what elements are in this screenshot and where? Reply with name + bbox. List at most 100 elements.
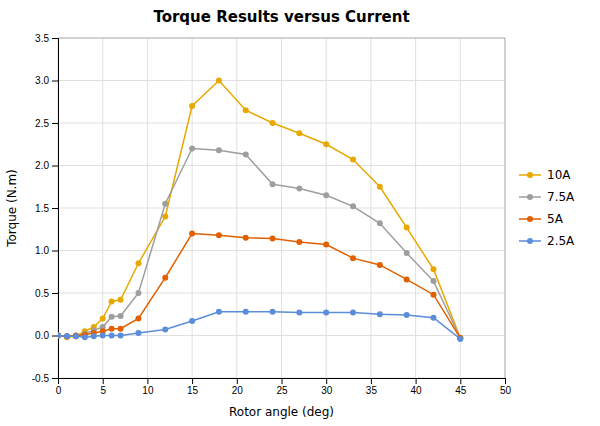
x-axis-title: Rotor angle (deg) (229, 405, 334, 419)
point (404, 250, 410, 256)
tick-mark (52, 293, 58, 294)
point (189, 318, 195, 324)
point (189, 231, 195, 237)
tick: 3.0 (35, 75, 58, 86)
point (350, 157, 356, 163)
grid-line (58, 80, 505, 81)
point (296, 239, 302, 245)
tick-mark (52, 251, 58, 252)
point (118, 333, 124, 339)
tick: 15 (187, 378, 199, 396)
point (58, 333, 61, 339)
legend-marker (527, 172, 533, 178)
point (323, 141, 329, 147)
point (270, 120, 276, 126)
tick: 10 (142, 378, 154, 396)
point (323, 310, 329, 316)
point (377, 220, 383, 226)
grid-line (58, 38, 505, 39)
point (243, 107, 249, 113)
point (135, 330, 141, 336)
tick: 2.0 (35, 160, 58, 171)
line (58, 234, 460, 339)
tick-label: 10 (142, 385, 154, 396)
point (457, 335, 463, 341)
point (109, 333, 115, 339)
point (404, 225, 410, 231)
series (58, 309, 463, 342)
point (109, 299, 115, 305)
tick-label: 0 (56, 385, 62, 396)
point (109, 314, 115, 320)
point (323, 242, 329, 248)
tick-mark (192, 378, 193, 384)
title: Torque Results versus Current (153, 8, 409, 26)
legend: 10A7.5A5A2.5A (519, 168, 575, 248)
point (64, 333, 70, 339)
point (73, 333, 79, 339)
point (296, 130, 302, 136)
tick: 0.0 (35, 330, 58, 341)
point (73, 333, 79, 339)
point (73, 333, 79, 339)
tick-label: 0.5 (35, 288, 49, 299)
point (377, 311, 383, 317)
point (135, 260, 141, 266)
tick: 0.5 (35, 288, 58, 299)
tick: 40 (411, 378, 423, 396)
tick-label: 0.0 (35, 330, 49, 341)
tick-label: 1.5 (35, 203, 49, 214)
grid-line (58, 293, 505, 294)
point (243, 235, 249, 241)
point (404, 276, 410, 282)
point (323, 192, 329, 198)
legend-label: 2.5A (547, 234, 575, 248)
tick-mark (52, 166, 58, 167)
point (457, 335, 463, 341)
point (270, 309, 276, 315)
tick-mark (237, 378, 238, 384)
grid (58, 38, 505, 378)
point (216, 78, 222, 84)
point (189, 146, 195, 152)
tick: 3.5 (35, 33, 58, 44)
point (430, 315, 436, 321)
point (189, 103, 195, 109)
point (216, 147, 222, 153)
point (430, 278, 436, 284)
plot-frame (58, 38, 505, 39)
tick-label: 25 (276, 385, 288, 396)
tick-mark (52, 81, 58, 82)
point (58, 333, 61, 339)
grid-line (58, 123, 505, 124)
axis-line (59, 379, 506, 385)
tick-label: 2.0 (35, 160, 49, 171)
legend-marker (527, 216, 533, 222)
point (457, 336, 463, 342)
tick-mark (460, 378, 461, 384)
tick-mark (505, 378, 506, 384)
line (58, 149, 460, 339)
series (58, 231, 463, 342)
point (377, 184, 383, 190)
point (58, 333, 61, 339)
tick-label: 15 (187, 385, 199, 396)
tick-label: 5 (100, 385, 106, 396)
series (58, 146, 463, 342)
point (216, 232, 222, 238)
axis-line (52, 39, 59, 379)
tick-mark (371, 378, 372, 384)
line (58, 312, 460, 339)
plot-area: 05101520253035404550-0.50.00.51.01.52.02… (32, 33, 512, 396)
series-group (58, 78, 463, 342)
point (430, 266, 436, 272)
tick-label: 3.0 (35, 75, 49, 86)
tick-mark (52, 208, 58, 209)
legend-item: 7.5A (519, 190, 575, 204)
tick-label: 30 (321, 385, 333, 396)
point (296, 310, 302, 316)
plot-frame (505, 38, 506, 378)
tick-mark (326, 378, 327, 384)
point (350, 203, 356, 209)
legend-label: 5A (547, 212, 564, 226)
